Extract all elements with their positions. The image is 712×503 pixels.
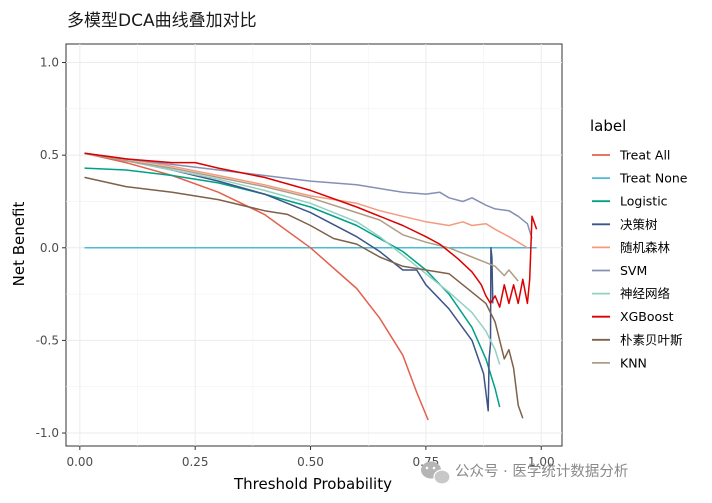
chart-title: 多模型DCA曲线叠加对比 [67,11,257,31]
plot-panel [65,43,563,447]
series-line-5 [84,152,533,239]
legend-label-7: XGBoost [620,309,674,324]
y-tick-label: 0.5 [40,148,59,162]
legend-label-0: Treat All [619,148,670,163]
legend-label-1: Treat None [619,171,688,186]
x-tick-label: 0.50 [297,455,324,469]
series-lines [84,152,538,421]
x-axis-title: Threshold Probability [233,475,392,493]
y-axis-ticks: -1.0 -0.5 0.0 0.5 1.0 [36,56,66,440]
legend: label Treat All Treat None Logistic 决策树随机森林… [590,117,688,370]
series-line-4 [84,152,528,249]
wechat-icon [421,461,451,485]
series-line-9 [84,152,519,282]
grid-lines [66,44,562,446]
x-tick-label: 0.25 [182,455,209,469]
series-line-6 [84,152,501,365]
series-line-8 [84,176,524,419]
watermark-text: 公众号 · 医学统计数据分析 [455,463,628,480]
series-line-3 [84,152,494,412]
x-tick-label: 0.00 [66,455,93,469]
y-tick-label: 0.0 [40,241,59,255]
legend-label-2: Logistic [620,194,668,209]
legend-label-5: SVM [620,263,647,278]
legend-label-4: 随机森林 [620,240,671,255]
legend-title: label [590,117,626,135]
x-axis-ticks: 0.00 0.25 0.50 0.75 1.00 [66,446,555,469]
series-line-7 [84,152,538,308]
legend-label-6: 神经网络 [620,286,671,301]
y-tick-label: -0.5 [36,333,59,347]
series-line-0 [84,152,429,421]
legend-label-3: 决策树 [620,217,658,232]
series-line-2 [84,167,501,408]
watermark: 公众号 · 医学统计数据分析 [421,461,628,485]
legend-label-9: KNN [620,355,647,370]
y-tick-label: -1.0 [36,426,59,440]
y-tick-label: 1.0 [40,56,59,70]
x-tick-label: 1.00 [528,455,555,469]
y-axis-title: Net Benefit [10,202,28,287]
legend-label-8: 朴素贝叶斯 [620,332,683,347]
